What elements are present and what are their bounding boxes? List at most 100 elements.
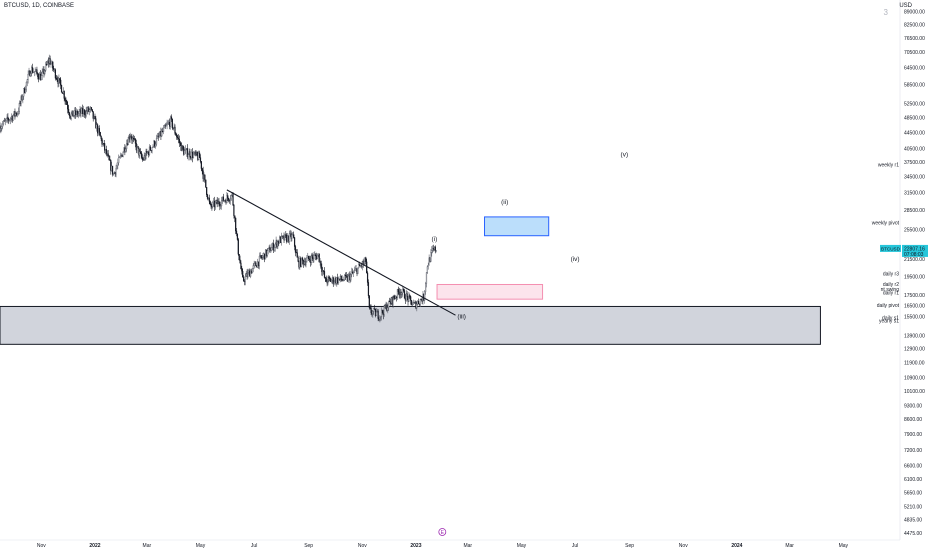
candle-body: [401, 292, 403, 295]
candle-body: [387, 307, 389, 311]
candle-body: [293, 234, 295, 238]
candle-body: [24, 89, 27, 93]
candle-body: [186, 148, 188, 157]
candle-body: [205, 179, 207, 188]
candle-body: [409, 295, 411, 297]
candle-body: [214, 202, 217, 208]
candle-body: [95, 118, 97, 129]
y-tick-label: 21500.00: [904, 257, 925, 263]
candle-body: [241, 268, 243, 272]
candle-body: [126, 143, 128, 150]
candle-body: [238, 254, 240, 261]
candle-body: [239, 259, 241, 264]
candle-body: [199, 152, 201, 158]
candle-body: [1, 126, 3, 129]
candle-body: [352, 271, 355, 274]
y-tick-label: 28500.00: [904, 208, 925, 214]
candle-body: [412, 302, 414, 305]
candle-body: [18, 102, 20, 112]
candle-body: [375, 311, 377, 317]
candle-body: [64, 98, 66, 101]
candle-body: [52, 61, 54, 69]
x-tick-label: Nov: [37, 543, 46, 549]
candle-body: [410, 296, 412, 301]
x-tick-label: Jul: [572, 543, 578, 549]
x-tick-label: Sep: [625, 543, 634, 549]
candle-body: [369, 307, 371, 309]
candle-body: [368, 295, 370, 308]
y-tick-label: 5210.00: [904, 505, 922, 511]
candle-body: [294, 246, 297, 253]
candle-body: [366, 272, 369, 283]
candle-body: [54, 69, 56, 79]
pink-zone: [436, 283, 544, 300]
candle-body: [258, 256, 261, 266]
candle-body: [90, 107, 93, 110]
candle-body: [322, 270, 325, 272]
candle-body: [187, 154, 189, 157]
candle-body: [332, 277, 334, 284]
candle-body: [2, 120, 5, 125]
y-tick-label: 10100.00: [904, 389, 925, 395]
candle-body: [130, 136, 132, 138]
candle-body: [266, 250, 268, 256]
y-tick-label: 70500.00: [904, 50, 925, 56]
event-marker-icon: [438, 528, 447, 536]
level-label: weekly pivot: [872, 221, 900, 227]
candle-body: [435, 250, 437, 252]
candle-body: [273, 247, 275, 251]
y-tick-label: 19500.00: [904, 274, 925, 280]
y-tick-label: 15500.00: [904, 314, 925, 320]
candle-body: [58, 78, 60, 84]
candle-body: [329, 277, 331, 280]
candle-body: [219, 203, 221, 207]
wave-label: (iii): [457, 314, 466, 321]
candle-body: [392, 295, 394, 305]
candle-body: [182, 145, 184, 150]
candle-body: [59, 78, 61, 81]
x-tick-label: 2022: [89, 543, 100, 549]
candle-body: [202, 170, 204, 179]
candle-body: [327, 277, 329, 284]
candle-body: [316, 255, 319, 260]
candle-body: [247, 272, 249, 277]
candle-body: [169, 116, 172, 127]
y-tick-label: 6100.00: [904, 477, 922, 483]
candle-body: [383, 305, 385, 316]
candle-body: [192, 153, 195, 158]
candle-body: [36, 69, 38, 74]
time-axis[interactable]: Nov 2022 Mar May Jul Sep Nov 2023 Mar May Jul Sep No…: [0, 539, 900, 549]
candle-body: [310, 255, 312, 263]
candle-body: [204, 175, 206, 181]
y-tick-label: 82500.00: [904, 23, 925, 29]
candle-body: [347, 275, 349, 282]
candle-body: [359, 264, 361, 267]
candle-body: [210, 203, 212, 207]
y-tick-label: 8600.00: [904, 417, 922, 423]
candle-body: [285, 234, 287, 236]
candle-body: [280, 235, 282, 243]
candle-body: [33, 71, 35, 73]
price-tag-value: 22807.16: [904, 246, 925, 252]
y-tick-label: 34500.00: [904, 175, 925, 181]
candle-body: [337, 278, 340, 284]
candle-body: [31, 67, 34, 73]
candle-body: [306, 257, 308, 262]
x-tick-label: Jul: [251, 543, 257, 549]
candle-body: [430, 252, 432, 262]
level-label: daily r1: [883, 291, 899, 297]
candle-body: [25, 81, 27, 91]
candle-body: [251, 268, 253, 274]
y-tick-label: 37500.00: [904, 160, 925, 166]
candle-body: [240, 262, 242, 270]
candle-body: [170, 116, 173, 120]
candle-body: [227, 195, 229, 199]
candle-body: [354, 268, 356, 271]
candle-body: [119, 155, 122, 158]
candle-body: [134, 139, 137, 144]
candle-body: [434, 246, 436, 252]
price-axis[interactable]: 89000.00 82500.00 76500.00 70500.00 64500.00…: [880, 0, 928, 540]
candle-body: [311, 255, 313, 258]
